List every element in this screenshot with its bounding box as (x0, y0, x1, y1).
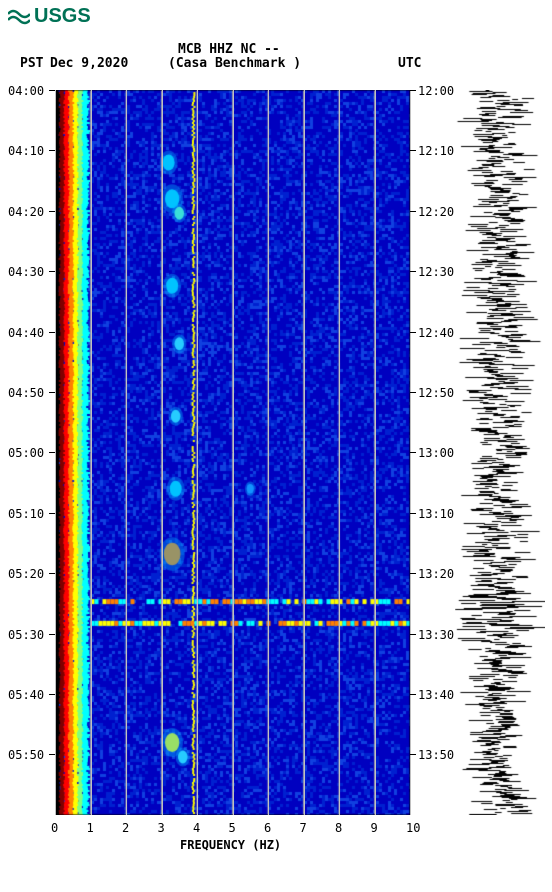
y-tick-left: 04:30 (8, 265, 44, 279)
x-tick: 9 (371, 821, 378, 835)
usgs-logo: USGS (8, 5, 91, 28)
y-tick-right: 12:30 (418, 265, 454, 279)
y-tick-right: 12:10 (418, 144, 454, 158)
y-tick-right: 12:40 (418, 326, 454, 340)
y-tick-right: 13:30 (418, 628, 454, 642)
y-tick-right: 12:00 (418, 84, 454, 98)
y-tick-left: 04:10 (8, 144, 44, 158)
y-tick-right: 12:50 (418, 386, 454, 400)
y-tick-left: 04:00 (8, 84, 44, 98)
pst-label: PST (20, 56, 43, 71)
y-tick-right: 13:00 (418, 446, 454, 460)
station-title: MCB HHZ NC -- (178, 42, 280, 57)
x-tick: 5 (229, 821, 236, 835)
y-tick-right: 13:10 (418, 507, 454, 521)
y-tick-left: 04:40 (8, 326, 44, 340)
logo-text: USGS (34, 5, 91, 28)
y-tick-left: 05:40 (8, 688, 44, 702)
x-tick: 6 (264, 821, 271, 835)
spectrogram-plot (55, 90, 410, 815)
x-tick: 8 (335, 821, 342, 835)
seismogram-plot (455, 90, 545, 815)
x-axis-title: FREQUENCY (HZ) (180, 838, 281, 852)
x-tick: 1 (87, 821, 94, 835)
date-label: Dec 9,2020 (50, 56, 128, 71)
y-tick-left: 05:20 (8, 567, 44, 581)
y-tick-right: 13:40 (418, 688, 454, 702)
wave-icon (8, 8, 30, 26)
y-tick-right: 13:50 (418, 748, 454, 762)
y-tick-left: 04:50 (8, 386, 44, 400)
y-tick-left: 05:50 (8, 748, 44, 762)
seismogram-canvas (455, 90, 545, 815)
y-tick-right: 13:20 (418, 567, 454, 581)
y-tick-left: 05:00 (8, 446, 44, 460)
x-tick: 10 (406, 821, 420, 835)
x-tick: 4 (193, 821, 200, 835)
y-tick-left: 05:10 (8, 507, 44, 521)
x-tick: 2 (122, 821, 129, 835)
x-tick: 3 (158, 821, 165, 835)
y-tick-left: 04:20 (8, 205, 44, 219)
spectrogram-canvas (55, 90, 410, 815)
x-tick: 0 (51, 821, 58, 835)
x-tick: 7 (300, 821, 307, 835)
utc-label: UTC (398, 56, 421, 71)
y-tick-left: 05:30 (8, 628, 44, 642)
y-tick-right: 12:20 (418, 205, 454, 219)
subtitle: (Casa Benchmark ) (168, 56, 301, 71)
